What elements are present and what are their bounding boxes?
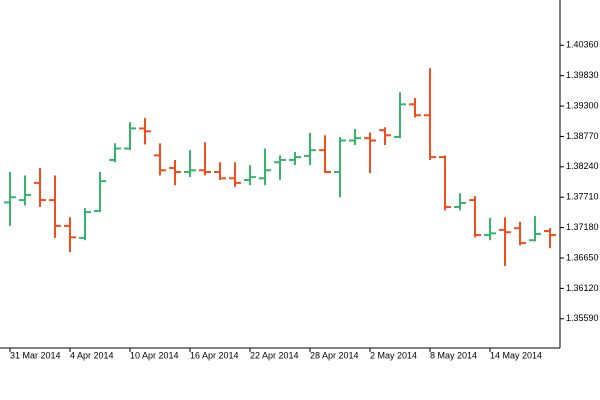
y-tick-label: 1.35590 [566,313,599,323]
y-tick-label: 1.37710 [566,192,599,202]
y-tick-label: 1.36120 [566,283,599,293]
x-tick-label: 10 Apr 2014 [130,350,179,360]
x-tick-label: 14 May 2014 [490,350,542,360]
y-tick-label: 1.38770 [566,131,599,141]
x-tick-label: 28 Apr 2014 [310,350,359,360]
y-tick-label: 1.39300 [566,100,599,110]
y-tick-label: 1.40360 [566,40,599,50]
y-tick-label: 1.38240 [566,161,599,171]
x-tick-label: 16 Apr 2014 [190,350,239,360]
x-tick-label: 8 May 2014 [430,350,477,360]
x-tick-label: 22 Apr 2014 [250,350,299,360]
y-tick-label: 1.39830 [566,70,599,80]
y-tick-label: 1.36650 [566,252,599,262]
x-tick-label: 31 Mar 2014 [10,350,61,360]
y-tick-label: 1.37180 [566,222,599,232]
x-tick-label: 4 Apr 2014 [70,350,114,360]
x-tick-label: 2 May 2014 [370,350,417,360]
